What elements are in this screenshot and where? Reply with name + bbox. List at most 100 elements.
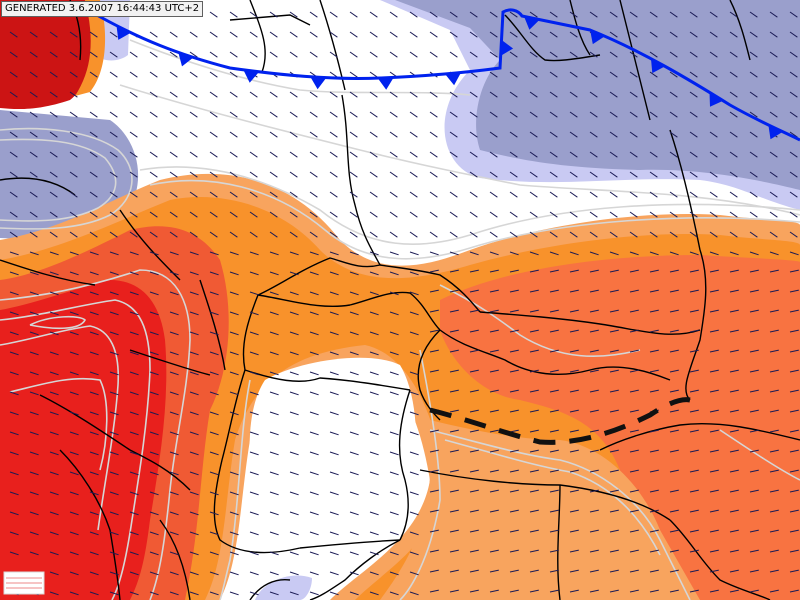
wind-barb-icon <box>129 471 139 476</box>
wind-barb-icon <box>169 451 179 456</box>
wind-barb-icon <box>209 351 219 356</box>
wind-barb-icon <box>349 251 359 256</box>
wind-barb-icon <box>429 309 439 313</box>
wind-barb-icon <box>689 389 699 393</box>
wind-barb-icon <box>69 471 79 476</box>
wind-barb-icon <box>49 491 59 496</box>
country-border <box>379 264 481 313</box>
wind-barb-icon <box>669 589 679 593</box>
wind-barb-icon <box>689 449 699 453</box>
wind-barb-icon <box>549 369 559 373</box>
wind-barb-icon <box>769 309 779 313</box>
wind-barb-icon <box>669 251 679 256</box>
wind-barb-icon <box>509 389 519 393</box>
wind-barb-icon <box>509 151 518 158</box>
wind-barb-icon <box>469 51 478 58</box>
wind-barb-icon <box>549 329 559 333</box>
country-border <box>341 94 381 266</box>
wind-barb-icon <box>629 589 639 593</box>
wind-barb-icon <box>269 291 279 296</box>
wind-barb-icon <box>449 529 459 533</box>
wind-barb-icon <box>489 11 498 18</box>
wind-barb-icon <box>149 591 159 596</box>
wind-barb-icon <box>569 289 579 293</box>
wind-barb-icon <box>709 191 718 198</box>
wind-barb-icon <box>389 571 399 576</box>
wind-barb-icon <box>149 311 159 316</box>
wind-barb-icon <box>609 469 619 473</box>
wind-barb-icon <box>729 31 738 38</box>
country-border <box>249 0 266 73</box>
wind-barb-icon <box>449 11 458 18</box>
wind-barb-icon <box>569 269 579 273</box>
wind-barb-icon <box>9 331 19 336</box>
wind-barb-icon <box>369 451 379 456</box>
wind-barb-icon <box>229 511 239 516</box>
wind-barb-icon <box>249 11 258 18</box>
wind-barb-icon <box>589 449 599 453</box>
wind-barb-icon <box>629 429 639 433</box>
wind-barb-icon <box>469 329 479 333</box>
wind-barb-icon <box>29 191 38 198</box>
wind-barb-icon <box>289 411 299 416</box>
wind-barb-icon <box>789 529 799 533</box>
wind-barb-icon <box>789 51 798 58</box>
wind-barb-icon <box>469 349 479 353</box>
wind-barb-icon <box>669 329 679 333</box>
wind-barb-icon <box>729 569 739 573</box>
wind-barb-icon <box>29 71 38 78</box>
wind-barb-icon <box>449 289 459 293</box>
wind-barb-icon <box>89 511 99 516</box>
wind-barb-icon <box>629 91 638 98</box>
wind-barb-icon <box>389 531 399 536</box>
wind-barb-icon <box>589 469 599 473</box>
wind-barb-icon <box>729 349 739 353</box>
wind-barb-icon <box>429 211 438 218</box>
wind-barb-icon <box>749 509 759 513</box>
wind-barb-icon <box>369 231 378 238</box>
wind-barb-icon <box>189 311 199 316</box>
wind-barb-icon <box>769 429 779 433</box>
wind-barb-icon <box>629 251 639 256</box>
wind-barb-icon <box>189 391 199 396</box>
wind-barb-icon <box>629 389 639 393</box>
wind-barb-icon <box>549 51 558 58</box>
wind-barb-icon <box>409 291 419 296</box>
wind-barb-icon <box>409 591 419 596</box>
wind-barb-icon <box>569 309 579 313</box>
wind-barb-icon <box>69 51 78 58</box>
wind-barb-icon <box>89 271 99 276</box>
wind-barb-icon <box>29 131 38 138</box>
wind-barb-icon <box>729 549 739 553</box>
wind-barb-icon <box>709 111 718 118</box>
wind-barb-icon <box>289 171 298 178</box>
wind-barb-icon <box>429 549 439 553</box>
wind-barb-icon <box>9 371 19 376</box>
country-border <box>599 422 800 451</box>
wind-barb-icon <box>129 91 138 98</box>
wind-barb-icon <box>749 231 758 238</box>
wind-barb-icon <box>189 251 199 256</box>
wind-barb-icon <box>429 251 439 256</box>
wind-barb-icon <box>469 131 478 138</box>
wind-barb-icon <box>289 271 299 276</box>
wind-barb-icon <box>349 71 358 78</box>
wind-barb-icon <box>509 11 518 18</box>
wind-barb-icon <box>729 211 738 218</box>
wind-barb-icon <box>329 591 339 596</box>
wind-barb-icon <box>29 271 39 276</box>
wind-barb-icon <box>749 111 758 118</box>
wind-barb-icon <box>349 511 359 516</box>
wind-barb-icon <box>49 131 58 138</box>
wind-barb-icon <box>349 231 358 238</box>
wind-barb-icon <box>29 451 39 456</box>
wind-barb-icon <box>369 11 378 18</box>
cold-front-triangle-icon <box>377 77 394 90</box>
wind-barb-icon <box>469 151 478 158</box>
wind-barb-icon <box>229 131 238 138</box>
wind-barb-icon <box>189 171 198 178</box>
wind-barb-icon <box>589 211 598 218</box>
wind-barb-icon <box>669 529 679 533</box>
wind-barb-icon <box>269 111 278 118</box>
